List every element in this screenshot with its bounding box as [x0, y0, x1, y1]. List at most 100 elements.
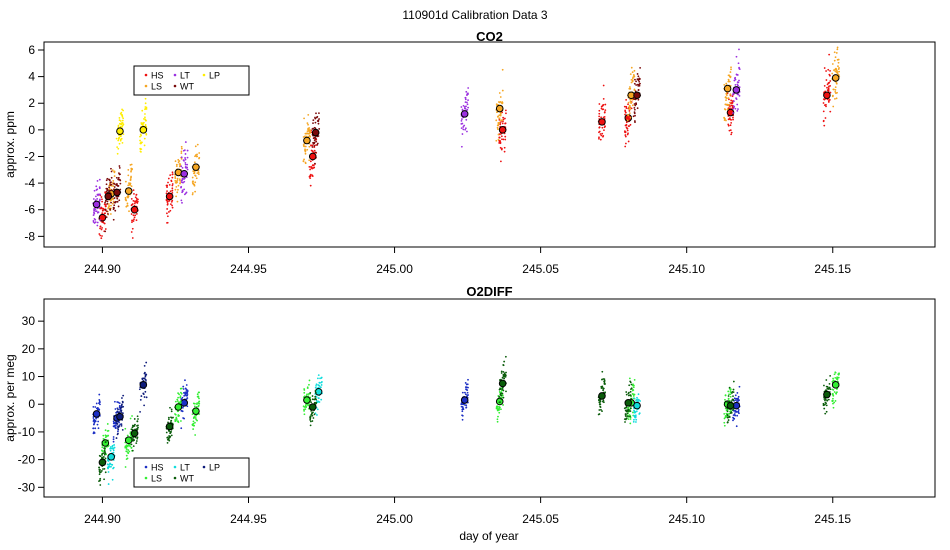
data-dot	[308, 165, 311, 168]
data-dot	[101, 212, 104, 215]
data-dot	[627, 114, 630, 117]
data-dot	[465, 386, 467, 389]
data-dot	[727, 390, 730, 393]
data-dot	[166, 190, 168, 193]
data-dot	[192, 424, 195, 427]
data-dot	[632, 74, 635, 76]
data-dot	[113, 446, 116, 449]
data-dot	[499, 96, 502, 98]
data-dot	[628, 384, 631, 387]
data-dot	[98, 400, 101, 403]
data-dot	[166, 186, 168, 188]
data-dot	[118, 402, 121, 405]
panel-title: O2DIFF	[466, 284, 512, 299]
data-dot	[132, 199, 135, 202]
data-dot	[186, 149, 189, 152]
mean-marker	[192, 407, 200, 415]
data-dot	[314, 137, 317, 140]
series-hs	[92, 378, 741, 443]
data-dot	[108, 464, 111, 466]
data-dot	[317, 122, 320, 125]
data-dot	[176, 177, 179, 180]
data-dot	[124, 180, 127, 183]
data-dot	[99, 403, 101, 406]
data-dot	[176, 398, 179, 401]
data-dot	[318, 112, 320, 115]
data-dot	[823, 407, 826, 410]
data-dot	[308, 159, 311, 162]
data-dot	[629, 73, 632, 76]
data-dot	[303, 391, 306, 394]
data-dot	[101, 456, 103, 459]
mean-marker	[104, 192, 113, 201]
data-dot	[106, 467, 109, 469]
data-dot	[166, 201, 169, 204]
legend-swatch	[202, 73, 206, 77]
data-dot	[633, 103, 636, 105]
data-dot	[837, 65, 839, 68]
data-dot	[114, 408, 117, 410]
data-dot	[169, 432, 172, 435]
data-dot	[315, 401, 318, 404]
data-dot	[311, 144, 314, 147]
data-dot	[311, 398, 314, 401]
data-dot	[501, 122, 504, 125]
data-dot	[632, 386, 635, 389]
data-dot	[117, 428, 120, 431]
data-dot	[196, 143, 199, 146]
data-dot	[180, 392, 183, 395]
data-dot	[637, 393, 640, 396]
data-dot	[732, 107, 735, 110]
data-dot	[598, 130, 601, 133]
data-dot	[834, 56, 837, 59]
data-dot	[168, 439, 171, 442]
data-dot	[634, 78, 636, 81]
data-dot	[121, 115, 124, 118]
mean-marker	[130, 205, 139, 214]
data-dot	[309, 424, 312, 427]
data-dot	[631, 71, 634, 74]
data-dot	[137, 418, 139, 420]
data-dot	[113, 444, 116, 446]
data-dot	[143, 144, 146, 147]
data-dot	[500, 101, 503, 104]
data-dot	[633, 418, 635, 421]
data-dot	[309, 416, 312, 419]
data-dot	[724, 96, 727, 99]
data-dot	[460, 405, 463, 408]
data-dot	[634, 114, 636, 117]
data-dot	[836, 391, 838, 394]
mean-marker	[598, 392, 606, 400]
data-dot	[92, 214, 95, 216]
data-dot	[627, 101, 630, 104]
data-dot	[118, 142, 121, 145]
data-dot	[304, 408, 307, 411]
data-dot	[117, 178, 120, 181]
data-dot	[101, 198, 103, 201]
data-dot	[723, 424, 726, 427]
data-dot	[186, 163, 189, 166]
data-dot	[104, 212, 107, 215]
data-dot	[834, 376, 837, 379]
data-dot	[171, 204, 173, 207]
y-tick-label: 6	[28, 43, 35, 57]
data-dot	[99, 484, 102, 486]
x-tick-label: 245.15	[814, 262, 851, 276]
data-dot	[498, 142, 501, 144]
data-dot	[732, 112, 734, 114]
data-dot	[192, 172, 195, 175]
data-dot	[112, 438, 115, 441]
data-dot	[825, 79, 828, 81]
data-dot	[309, 184, 312, 187]
data-dot	[312, 164, 315, 167]
data-dot	[169, 209, 172, 212]
data-dot	[308, 383, 310, 386]
data-dot	[198, 397, 200, 400]
data-dot	[118, 165, 121, 167]
data-dot	[735, 98, 738, 101]
data-dot	[626, 129, 629, 132]
data-dot	[115, 424, 117, 427]
data-dot	[727, 97, 730, 99]
data-dot	[625, 406, 628, 409]
data-dot	[638, 412, 641, 415]
